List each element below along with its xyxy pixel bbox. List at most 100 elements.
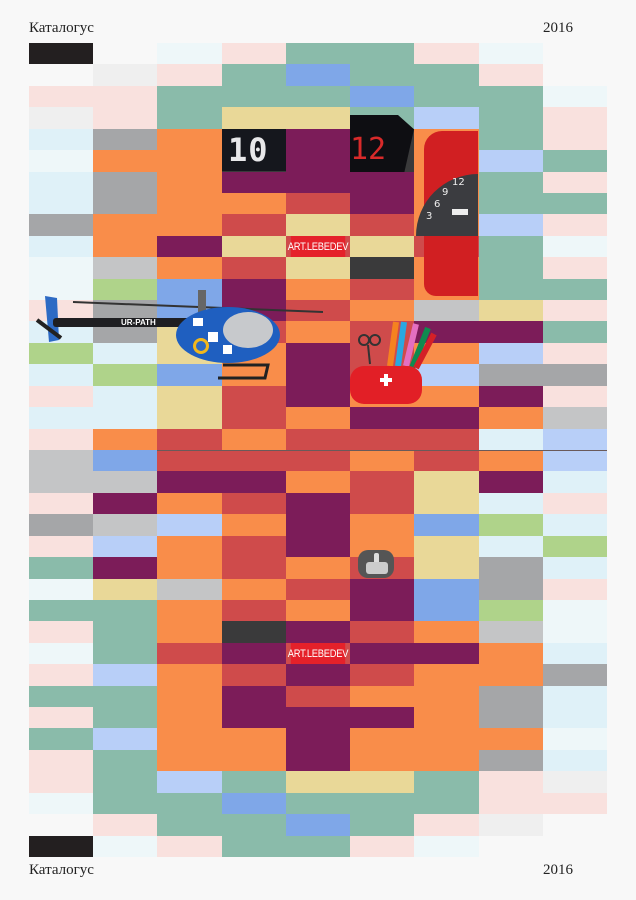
mosaic-cell [542,599,608,622]
mosaic-cell [414,107,480,130]
mosaic-cell [350,428,415,451]
mosaic-cell [350,707,415,729]
mosaic-cell [350,514,415,537]
mosaic-cell [93,214,158,237]
mosaic-cell [221,385,287,408]
helicopter-image: UR-PATH [33,290,324,390]
mosaic-cell [221,728,287,751]
mosaic-cell [29,85,94,108]
mosaic-cell [542,557,608,579]
mosaic-cell [29,621,94,644]
mosaic-cell [414,43,480,65]
mosaic-cell [478,450,544,472]
mosaic-cell [93,278,158,301]
mosaic-cell [414,578,480,601]
mosaic-cell [221,278,287,301]
mosaic-cell [414,621,480,644]
mosaic-cell [29,814,94,837]
mosaic-cell [350,642,415,665]
catalog-title-bottom: Каталогус [29,862,94,878]
mosaic-cell [350,64,415,87]
mosaic-cell [157,471,223,494]
mosaic-cell [93,492,158,515]
mosaic-cell [29,685,94,708]
mosaic-cell [221,835,287,858]
mosaic-cell [542,835,608,858]
mosaic-cell [221,578,287,601]
mosaic-cell [93,342,158,365]
mosaic-cell [93,749,158,772]
mosaic-cell [221,814,287,837]
mosaic-cell [478,235,544,258]
mosaic-cell [285,171,351,194]
mosaic-cell [414,792,480,815]
mosaic-cell [478,300,544,322]
mosaic-cell [350,664,415,687]
mosaic-cell [29,835,94,858]
mosaic-cell [157,364,223,387]
mosaic-cell [542,728,608,751]
mosaic-cell [542,407,608,430]
mosaic-cell [93,257,158,280]
mosaic-cell [542,342,608,365]
mosaic-cell [285,599,351,622]
mosaic-cell [414,642,480,665]
mosaic-cell [478,792,544,815]
mosaic-cell [478,728,544,751]
mosaic-cell [478,342,544,365]
mosaic-cell [285,814,351,837]
mosaic-cell [285,771,351,794]
mosaic-cell [93,171,158,194]
mosaic-cell [542,150,608,172]
year-bottom: 2016 [543,862,573,878]
mosaic-cell [221,707,287,729]
mosaic-cell [542,171,608,194]
mosaic-cell [350,171,415,194]
mosaic-cell [93,578,158,601]
mosaic-cell [350,235,415,258]
mosaic-cell [414,492,480,515]
mosaic-cell [542,214,608,237]
mosaic-cell [350,278,415,301]
mosaic-cell [157,64,223,87]
mosaic-cell [478,364,544,387]
mosaic-cell [542,664,608,687]
mosaic-cell [221,621,287,644]
mosaic-cell [29,514,94,537]
mosaic-cell [29,150,94,172]
mosaic-cell [414,749,480,772]
watch-number-3: 3 [426,211,433,222]
mosaic-cell [29,300,94,322]
mosaic-cell [542,492,608,515]
mosaic-cell [478,707,544,729]
mosaic-cell [414,728,480,751]
mosaic-cell [93,814,158,837]
mosaic-cell [414,771,480,794]
mosaic-cell [285,385,351,408]
mosaic-cell [29,578,94,601]
mosaic-cell [285,192,351,215]
mosaic-cell [221,235,287,258]
mosaic-cell [93,450,158,472]
mosaic-cell [93,664,158,687]
mosaic-cell [542,192,608,215]
mosaic-cell [29,450,94,472]
mosaic-cell [478,214,544,237]
mosaic-cell [478,321,544,344]
mosaic-cell [542,535,608,558]
mosaic-cell [350,471,415,494]
mosaic-cell [93,428,158,451]
helicopter-icon [35,290,324,380]
mosaic-cell [221,599,287,622]
mosaic-cell [542,385,608,408]
mosaic-cell [29,257,94,280]
mosaic-cell [157,771,223,794]
mosaic-cell [29,407,94,430]
mosaic-cell [157,192,223,215]
mosaic-cell [414,407,480,430]
flip-clock-10: 10 [222,129,286,171]
mosaic-cell [221,364,287,387]
mosaic-cell [157,385,223,408]
mosaic-cell [542,471,608,494]
mosaic-cell [221,792,287,815]
